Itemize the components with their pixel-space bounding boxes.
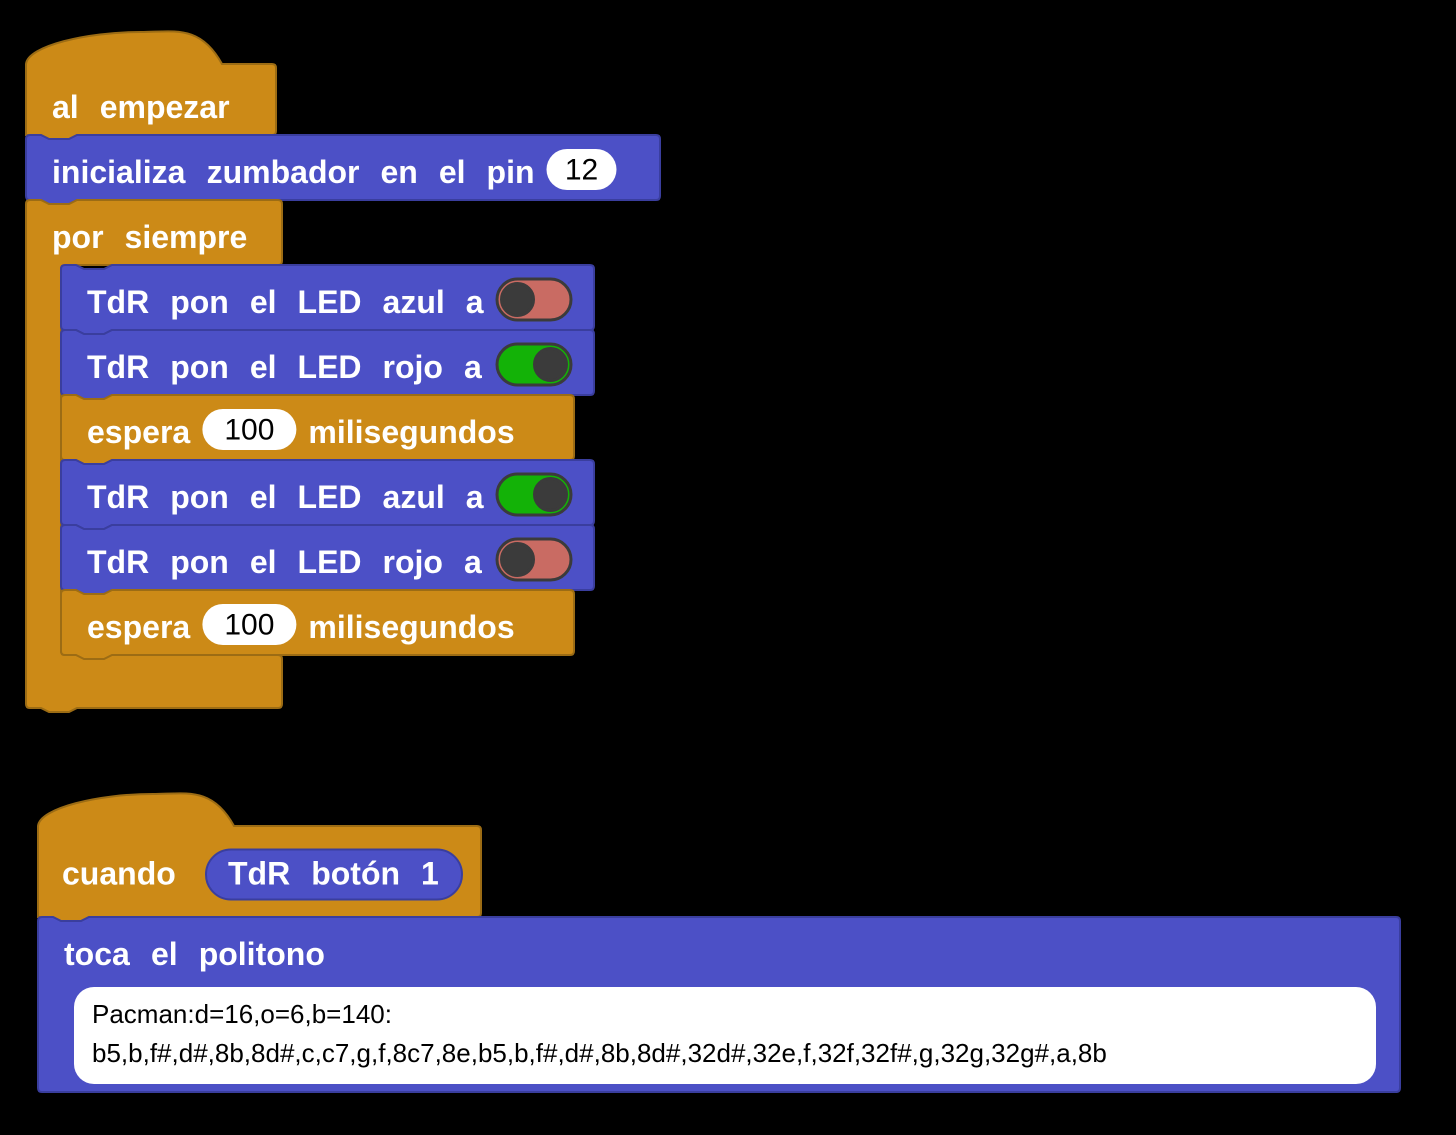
svg-text:pon: pon — [170, 544, 229, 580]
svg-text:el: el — [250, 479, 277, 515]
svg-text:rojo: rojo — [383, 349, 443, 385]
svg-text:en: en — [380, 154, 417, 190]
svg-text:pon: pon — [170, 479, 229, 515]
svg-text:politono: politono — [199, 936, 325, 972]
svg-text:a: a — [466, 284, 484, 320]
svg-text:el: el — [439, 154, 466, 190]
svg-text:LED: LED — [298, 284, 362, 320]
svg-text:toca: toca — [64, 936, 130, 972]
svg-text:100: 100 — [224, 414, 274, 447]
svg-text:azul: azul — [383, 284, 445, 320]
svg-text:100: 100 — [224, 609, 274, 642]
svg-text:pin: pin — [487, 154, 535, 190]
svg-text:el: el — [250, 544, 277, 580]
svg-text:botón: botón — [311, 856, 400, 892]
svg-text:TdR: TdR — [87, 284, 149, 320]
svg-text:el: el — [250, 284, 277, 320]
svg-text:empezar: empezar — [100, 89, 230, 125]
svg-text:TdR: TdR — [87, 544, 149, 580]
svg-text:pon: pon — [170, 349, 229, 385]
svg-text:a: a — [464, 544, 482, 580]
svg-text:1: 1 — [421, 856, 439, 892]
svg-text:LED: LED — [298, 544, 362, 580]
svg-text:TdR: TdR — [228, 856, 290, 892]
svg-text:Pacman:d=16,o=6,b=140:: Pacman:d=16,o=6,b=140: — [92, 999, 392, 1029]
svg-text:el: el — [151, 936, 178, 972]
svg-text:inicializa: inicializa — [52, 154, 186, 190]
svg-text:milisegundos: milisegundos — [308, 414, 514, 450]
svg-text:a: a — [464, 349, 482, 385]
svg-text:rojo: rojo — [383, 544, 443, 580]
svg-text:TdR: TdR — [87, 349, 149, 385]
svg-text:LED: LED — [298, 349, 362, 385]
svg-text:TdR: TdR — [87, 479, 149, 515]
svg-text:pon: pon — [170, 284, 229, 320]
svg-text:cuando: cuando — [62, 856, 176, 892]
svg-text:espera: espera — [87, 609, 190, 645]
svg-text:LED: LED — [298, 479, 362, 515]
svg-text:a: a — [466, 479, 484, 515]
svg-text:12: 12 — [565, 154, 598, 187]
svg-text:el: el — [250, 349, 277, 385]
svg-text:siempre: siempre — [125, 219, 248, 255]
svg-text:b5,b,f#,d#,8b,8d#,c,c7,g,f,8c7: b5,b,f#,d#,8b,8d#,c,c7,g,f,8c7,8e,b5,b,f… — [92, 1038, 1107, 1068]
svg-text:zumbador: zumbador — [207, 154, 360, 190]
svg-text:azul: azul — [383, 479, 445, 515]
svg-text:milisegundos: milisegundos — [308, 609, 514, 645]
svg-text:por: por — [52, 219, 104, 255]
svg-text:al: al — [52, 89, 79, 125]
svg-text:espera: espera — [87, 414, 190, 450]
